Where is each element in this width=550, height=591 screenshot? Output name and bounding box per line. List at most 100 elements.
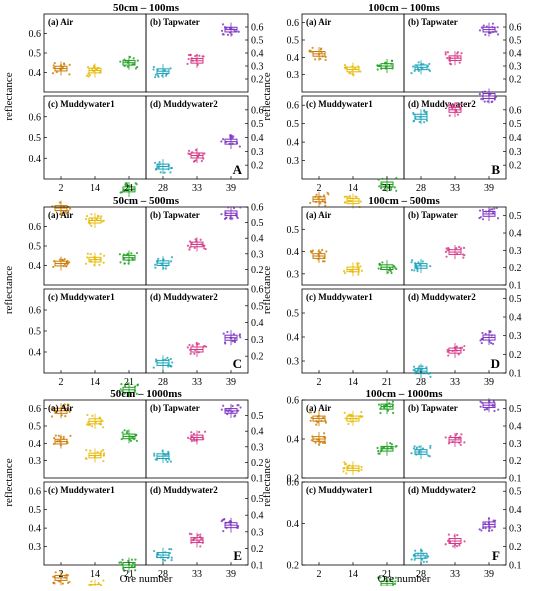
data-point xyxy=(134,558,137,561)
data-point xyxy=(415,446,419,449)
data-point xyxy=(100,215,103,218)
data-point xyxy=(136,66,139,69)
y-tick-label: 0.6 xyxy=(29,404,42,415)
data-point xyxy=(310,439,313,442)
data-point xyxy=(169,171,172,174)
data-point xyxy=(395,189,398,192)
data-point xyxy=(459,443,462,447)
data-point xyxy=(157,166,160,169)
data-point xyxy=(492,519,495,522)
data-point xyxy=(186,62,189,66)
data-point xyxy=(222,33,225,36)
data-point xyxy=(325,250,328,253)
data-point xyxy=(199,533,202,536)
data-point xyxy=(485,407,488,411)
data-point xyxy=(447,354,450,357)
chart-title: 100cm – 1000ms xyxy=(366,388,444,400)
data-point xyxy=(152,65,155,69)
y-tick-label: 0.4 xyxy=(509,422,522,433)
data-point xyxy=(455,102,458,105)
data-point xyxy=(482,24,485,27)
data-point xyxy=(449,434,452,438)
data-point xyxy=(315,423,318,426)
data-point xyxy=(226,206,230,209)
data-point xyxy=(410,558,413,561)
data-point xyxy=(376,446,379,450)
x-tick-label: 39 xyxy=(226,569,236,580)
data-point xyxy=(481,90,484,94)
data-point xyxy=(444,53,447,56)
y-tick-label: 0.3 xyxy=(509,246,522,257)
panel-label: (a) Air xyxy=(306,403,331,413)
data-point xyxy=(102,449,105,452)
data-point xyxy=(203,152,206,155)
data-point xyxy=(89,253,92,256)
data-point xyxy=(84,217,88,221)
y-tick-label: 0.5 xyxy=(287,309,300,320)
y-tick-label: 0.6 xyxy=(29,222,42,233)
panel: 0.1 0.2 0.3 0.4 0.5 (b) Tapwater xyxy=(145,399,264,485)
data-point xyxy=(190,431,193,434)
data-point xyxy=(319,57,322,60)
x-tick-label: 39 xyxy=(226,183,236,194)
data-point xyxy=(480,97,483,101)
data-point xyxy=(316,421,319,424)
data-point xyxy=(343,461,346,464)
x-tick-label: 33 xyxy=(192,569,202,580)
x-tick-label: 14 xyxy=(90,569,100,580)
y-tick-label: 0.5 xyxy=(251,218,264,229)
data-point xyxy=(85,215,89,218)
y-tick-label: 0.5 xyxy=(251,411,264,422)
data-point xyxy=(319,48,322,51)
data-point xyxy=(424,111,427,114)
chart-letter: A xyxy=(233,162,243,177)
data-point xyxy=(194,159,198,162)
data-point xyxy=(136,383,139,386)
y-tick-label: 0.2 xyxy=(251,352,264,363)
x-tick-label: 21 xyxy=(382,183,392,194)
data-point xyxy=(429,265,432,268)
data-point xyxy=(410,268,413,272)
data-point xyxy=(168,548,171,551)
data-point xyxy=(65,212,68,215)
data-point xyxy=(119,261,122,264)
data-point xyxy=(359,200,362,203)
data-point xyxy=(91,414,94,417)
data-point xyxy=(359,265,362,268)
y-tick-label: 0.3 xyxy=(251,442,264,453)
panel-label: (a) Air xyxy=(306,17,331,27)
data-point xyxy=(120,438,123,441)
panel: 0.1 0.2 0.3 0.4 0.5 (b) Tapwater xyxy=(403,206,522,292)
data-point xyxy=(418,365,421,368)
data-point xyxy=(198,54,201,57)
y-tick-label: 0.4 xyxy=(509,505,522,516)
data-point xyxy=(492,400,495,403)
data-point xyxy=(391,400,394,403)
data-point xyxy=(232,135,235,138)
data-point xyxy=(446,57,449,60)
data-point xyxy=(134,182,137,185)
data-point xyxy=(446,51,450,54)
panel-label: (d) Muddywater2 xyxy=(408,99,476,109)
data-point xyxy=(343,201,347,204)
data-point xyxy=(413,69,416,73)
data-point xyxy=(484,33,487,36)
data-point xyxy=(463,441,466,444)
panel-label: (d) Muddywater2 xyxy=(150,99,218,109)
data-point xyxy=(455,247,458,250)
data-point xyxy=(359,70,362,73)
panel: 0.2 0.3 0.4 0.5 0.6 (d) Muddywater2 28 33 39 xyxy=(403,88,522,194)
data-point xyxy=(462,256,465,259)
data-point xyxy=(429,446,432,449)
data-point xyxy=(460,52,463,55)
data-point xyxy=(410,72,413,75)
data-point xyxy=(391,576,394,580)
y-tick-label: 0.6 xyxy=(251,23,264,34)
panel: 0.3 0.4 0.5 0.6 (a) Air xyxy=(287,13,405,93)
data-point xyxy=(356,264,359,267)
data-point xyxy=(480,26,483,29)
y-tick-label: 0.5 xyxy=(287,119,300,130)
data-point xyxy=(120,382,123,386)
data-point xyxy=(413,269,416,272)
